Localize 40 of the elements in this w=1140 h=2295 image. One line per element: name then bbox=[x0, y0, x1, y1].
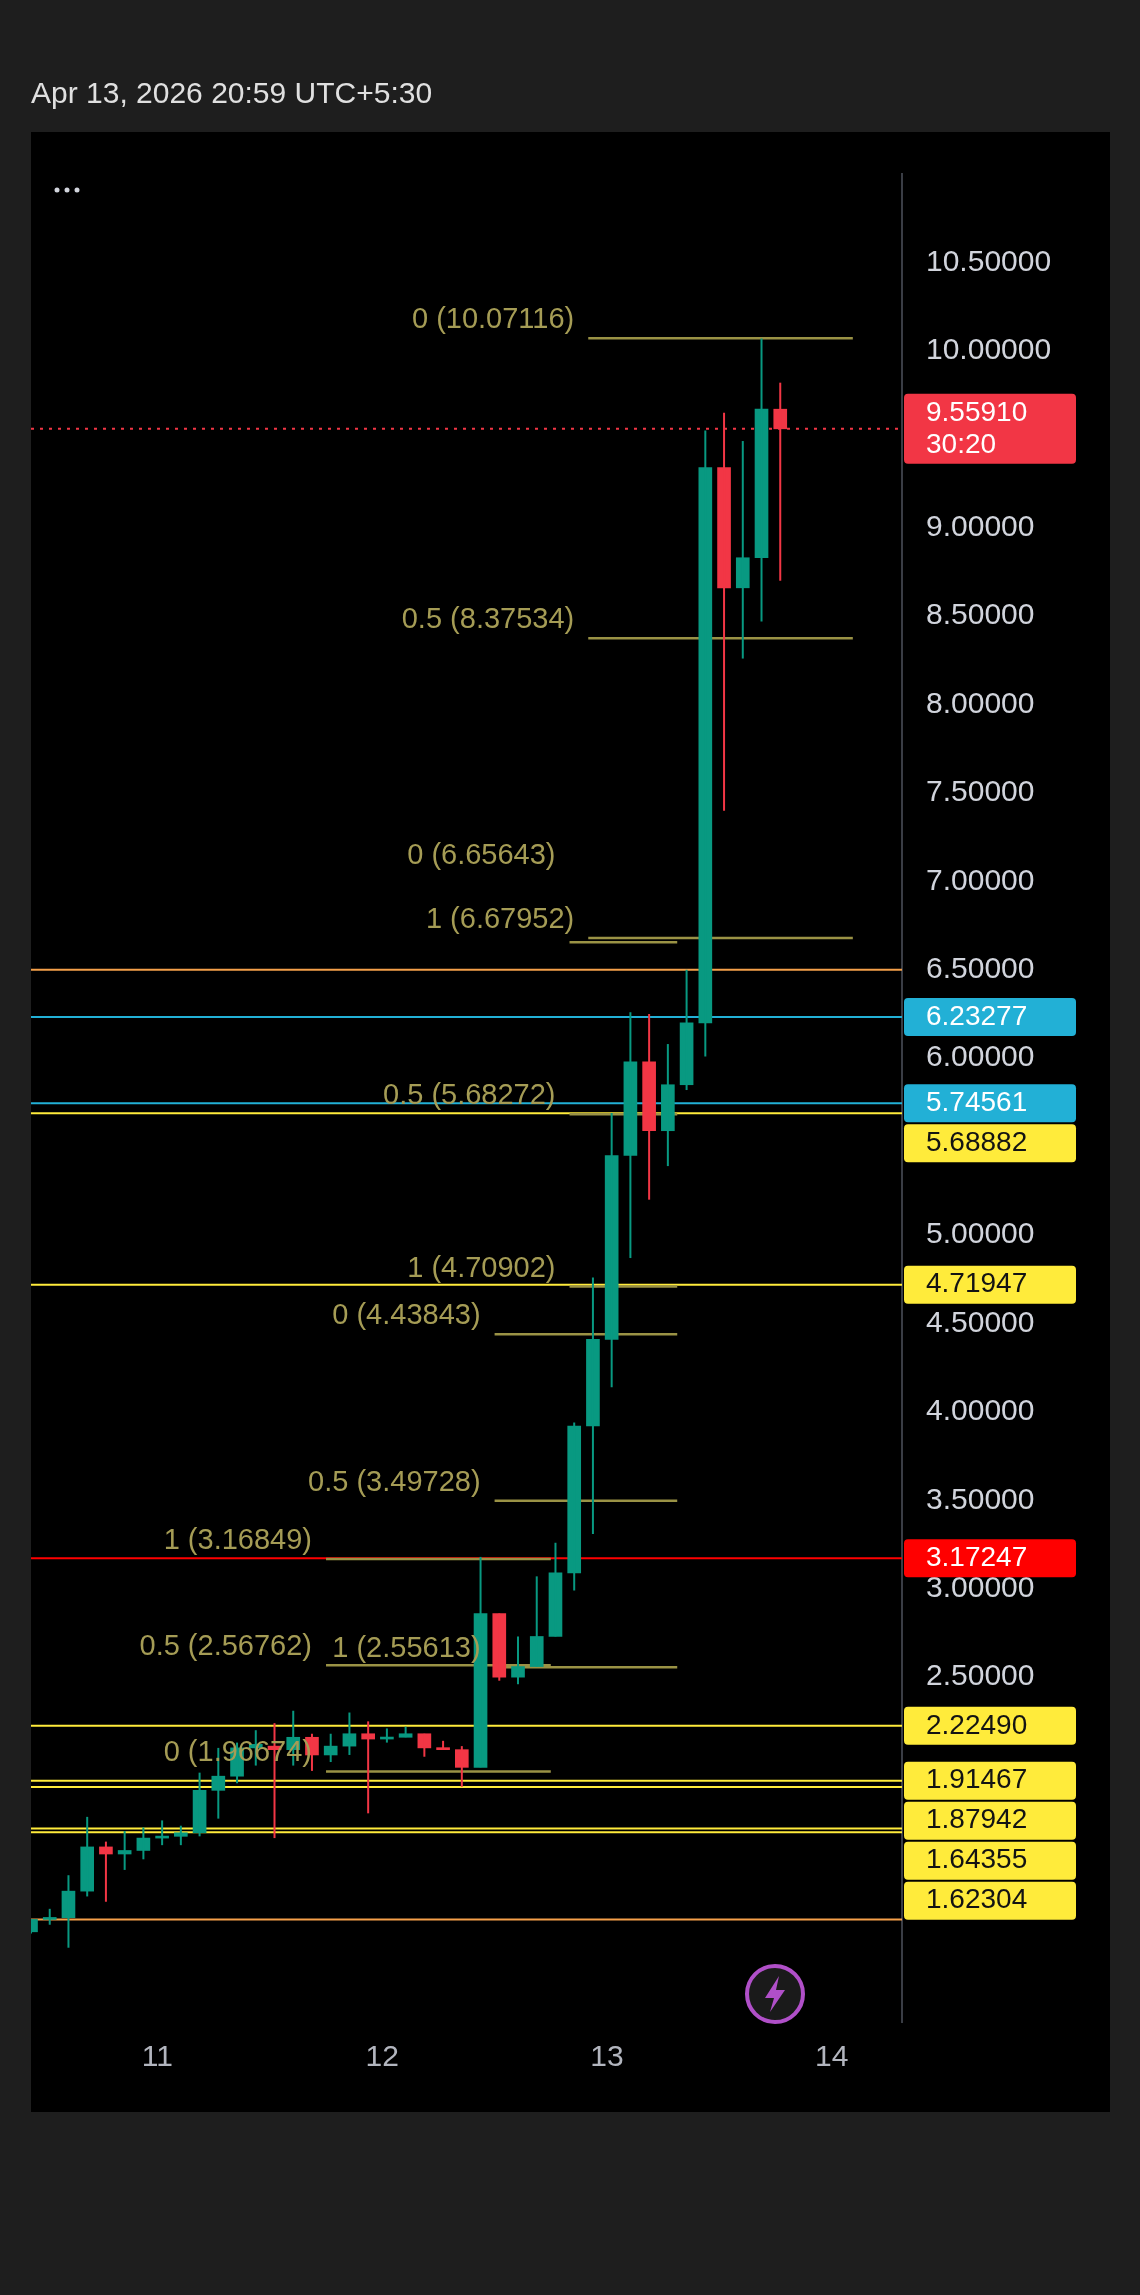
ref-line-label: 4.71947 bbox=[926, 1267, 1028, 1299]
ref-line-label: 1.87942 bbox=[926, 1803, 1028, 1835]
annotation: 0 (6.65643) bbox=[407, 838, 556, 871]
annotation: 1 (6.67952) bbox=[425, 902, 575, 935]
y-tick-label: 4.00000 bbox=[926, 1393, 1035, 1427]
x-tick-label: 13 bbox=[590, 2039, 624, 2073]
annotation: 1 (3.16849) bbox=[163, 1522, 313, 1555]
y-tick-label: 3.50000 bbox=[926, 1481, 1035, 1515]
y-tick-label: 10.00000 bbox=[926, 332, 1052, 366]
ref-line-label: 5.68882 bbox=[926, 1125, 1028, 1157]
y-tick-label: 7.00000 bbox=[926, 862, 1035, 896]
ref-line-label: 5.74561 bbox=[926, 1085, 1028, 1117]
y-tick-label: 8.50000 bbox=[926, 597, 1035, 631]
x-tick-label: 14 bbox=[815, 2039, 849, 2073]
annotation: 0.5 (3.49728) bbox=[308, 1464, 481, 1497]
y-tick-label: 2.50000 bbox=[926, 1658, 1035, 1692]
y-tick-label: 10.50000 bbox=[926, 243, 1052, 277]
y-tick-label: 7.50000 bbox=[926, 774, 1035, 808]
ref-line-label: 2.22490 bbox=[926, 1708, 1028, 1740]
x-tick-label: 11 bbox=[141, 2039, 174, 2073]
ref-line-label: 3.17247 bbox=[926, 1540, 1028, 1572]
y-tick-label: 6.00000 bbox=[926, 1039, 1035, 1073]
y-tick-label: 8.00000 bbox=[926, 685, 1035, 719]
annotation: 0 (10.07116) bbox=[411, 302, 575, 335]
ref-line-label: 6.23277 bbox=[926, 999, 1028, 1031]
ref-line-label: 9.55910 30:20 bbox=[926, 395, 1028, 459]
text: Apr 13, 2026 20:59 UTC+5:30 bbox=[31, 76, 433, 110]
y-tick-label: 9.00000 bbox=[926, 508, 1035, 542]
annotation: 0.5 (2.56762) bbox=[139, 1629, 313, 1662]
annotation: 0 (4.43843) bbox=[332, 1298, 481, 1331]
y-tick-label: 5.00000 bbox=[926, 1216, 1035, 1250]
ref-line-label: 1.62304 bbox=[926, 1883, 1028, 1915]
ref-line-label: 1.91467 bbox=[926, 1763, 1028, 1795]
x-tick-label: 12 bbox=[365, 2039, 399, 2073]
y-tick-label: 4.50000 bbox=[926, 1304, 1035, 1338]
y-tick-label: 6.50000 bbox=[926, 951, 1035, 985]
ref-line-label: 1.64355 bbox=[926, 1843, 1028, 1875]
y-tick-label: 3.00000 bbox=[926, 1570, 1035, 1603]
annotation: 1 (4.70902) bbox=[407, 1250, 556, 1283]
annotation: 0.5 (8.37534) bbox=[401, 602, 575, 635]
